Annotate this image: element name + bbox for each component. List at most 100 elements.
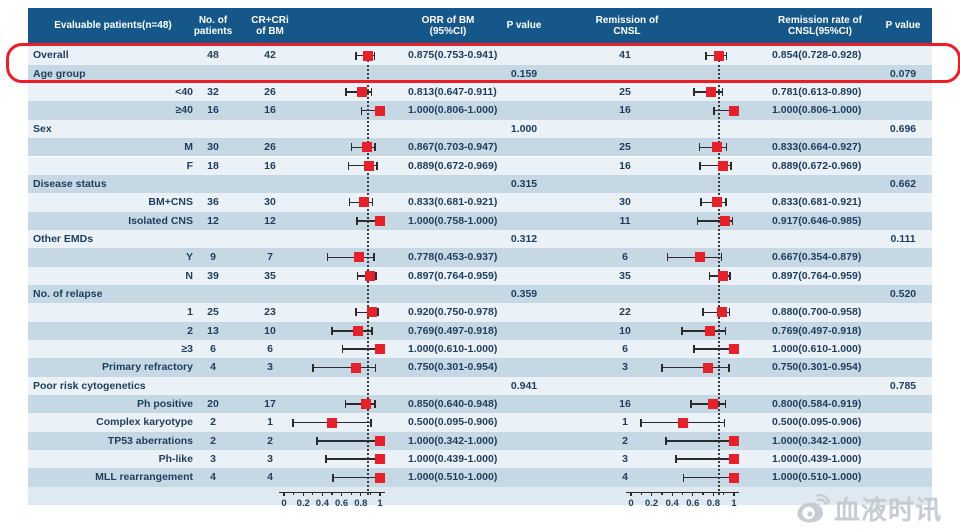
- n-patients-value: 48: [207, 49, 219, 62]
- row-label: N: [185, 269, 193, 282]
- forest-marker: [358, 197, 369, 208]
- orr-ci-text: 0.867(0.703-0.947): [408, 141, 498, 154]
- cnsl-ci-text: 0.854(0.728-0.928): [772, 49, 862, 62]
- ci-cap: [665, 436, 668, 445]
- forest-marker: [364, 160, 375, 171]
- cr-cri-value: 17: [264, 398, 276, 411]
- table-row: BM+CNS 36 30 0.833(0.681-0.921) 30 0.833(0.68…: [28, 193, 932, 212]
- forest-marker: [706, 87, 717, 98]
- cr-cri-value: 30: [264, 196, 276, 209]
- ci-cap: [693, 88, 695, 97]
- remission-cnsl-value: 2: [622, 434, 628, 447]
- ci-cap: [371, 326, 373, 335]
- row-label: Sex: [33, 122, 52, 135]
- table-header: Evaluable patients(n=48) No. of patients CR…: [28, 8, 932, 44]
- ci-cap: [639, 418, 642, 427]
- ci-cap: [347, 161, 350, 170]
- cr-cri-value: 16: [264, 104, 276, 117]
- axis-tick: [321, 491, 324, 497]
- table-row: Complex karyotype 2 1 0.500(0.095-0.906) 1 0.…: [28, 413, 932, 432]
- ci-cap: [661, 363, 663, 372]
- n-patients-value: 36: [207, 196, 219, 209]
- ci-cap: [312, 363, 314, 372]
- forest-marker: [362, 142, 373, 153]
- cnsl-ci-text: 1.000(0.342-1.000): [772, 434, 862, 447]
- cr-cri-value: 12: [264, 214, 276, 227]
- ci-cap: [371, 198, 374, 207]
- p-value-bm: 1.000: [510, 122, 538, 135]
- row-label: Age group: [33, 67, 86, 80]
- axis-tick-label: 0: [281, 497, 287, 509]
- axis-tick: [630, 491, 632, 497]
- cr-cri-value: 1: [267, 416, 273, 429]
- row-label: MLL rearrangement: [95, 471, 193, 484]
- axis-tick: [733, 491, 735, 497]
- orr-ci-text: 1.000(0.342-1.000): [408, 434, 498, 447]
- ci-cap: [348, 198, 351, 207]
- ci-whisker: [326, 458, 380, 461]
- ci-cap: [728, 271, 731, 280]
- ci-whisker: [342, 348, 380, 350]
- ci-cap: [377, 308, 379, 317]
- ci-cap: [370, 418, 372, 427]
- cnsl-ci-text: 0.917(0.646-0.985): [772, 214, 862, 227]
- orr-ci-text: 1.000(0.806-1.000): [408, 104, 498, 117]
- axis-tick: [650, 491, 653, 497]
- table-row: <40 32 26 0.813(0.647-0.911) 25 0.781(0.613-0…: [28, 83, 932, 102]
- n-patients-value: 2: [210, 434, 216, 447]
- forest-marker: [718, 270, 729, 281]
- cnsl-ci-text: 0.769(0.497-0.918): [772, 324, 862, 337]
- table-row: ≥40 16 16 1.000(0.806-1.000) 16 1.000(0.806-1…: [28, 101, 932, 120]
- n-patients-value: 4: [210, 471, 216, 484]
- column-header-p1: P value: [494, 8, 554, 44]
- ci-cap: [316, 436, 318, 445]
- axis-minor-tick: [292, 491, 295, 496]
- ci-cap: [723, 418, 726, 427]
- row-label: TP53 aberrations: [107, 434, 193, 447]
- ci-whisker: [683, 476, 734, 479]
- cr-cri-value: 2: [267, 434, 273, 447]
- row-label: Ph positive: [136, 398, 193, 411]
- remission-cnsl-value: 35: [619, 269, 631, 282]
- orr-ci-text: 1.000(0.439-1.000): [408, 453, 498, 466]
- table-row: Primary refractory 4 3 0.750(0.301-0.954) 3 0…: [28, 358, 932, 377]
- cr-cri-value: 3: [267, 453, 273, 466]
- row-label: Complex karyotype: [96, 416, 193, 429]
- remission-cnsl-value: 16: [619, 398, 631, 411]
- ci-whisker: [676, 458, 734, 461]
- column-header-line: CNSL: [613, 26, 641, 37]
- forest-marker: [360, 399, 371, 410]
- axis-tick: [692, 491, 694, 497]
- row-label: Overall: [33, 49, 69, 62]
- row-label: 1: [187, 306, 193, 319]
- cnsl-ci-text: 0.880(0.700-0.958): [772, 306, 862, 319]
- remission-cnsl-value: 25: [619, 86, 631, 99]
- p-value-cnsl: 0.520: [889, 287, 917, 300]
- ci-whisker: [682, 330, 726, 332]
- n-patients-value: 3: [210, 453, 216, 466]
- column-header-line: ORR of BM: [421, 14, 475, 26]
- ci-cap: [325, 455, 327, 464]
- forest-marker: [708, 399, 719, 410]
- ci-whisker: [316, 440, 380, 442]
- ci-whisker: [700, 164, 731, 167]
- axis-minor-tick: [312, 491, 314, 496]
- forest-marker: [717, 160, 728, 171]
- ci-cap: [344, 400, 347, 409]
- orr-ci-text: 1.000(0.510-1.000): [408, 471, 498, 484]
- forest-marker: [677, 417, 688, 428]
- ci-cap: [341, 345, 344, 354]
- column-header-remission: Remission of CNSL: [584, 8, 670, 44]
- orr-ci-text: 0.897(0.764-0.959): [408, 269, 498, 282]
- cr-cri-value: 10: [264, 324, 276, 337]
- remission-cnsl-value: 6: [622, 343, 628, 355]
- table-row: Y 9 7 0.778(0.453-0.937) 6 0.667(0.354-0.879): [28, 248, 932, 267]
- ci-cap: [698, 143, 701, 152]
- ci-whisker: [327, 256, 374, 259]
- cnsl-ci-text: 1.000(0.610-1.000): [772, 343, 862, 355]
- forest-marker: [367, 307, 378, 318]
- n-patients-value: 32: [207, 86, 219, 99]
- n-patients-value: 6: [210, 343, 216, 355]
- table-row: Sex 1.000 0.696: [28, 119, 932, 139]
